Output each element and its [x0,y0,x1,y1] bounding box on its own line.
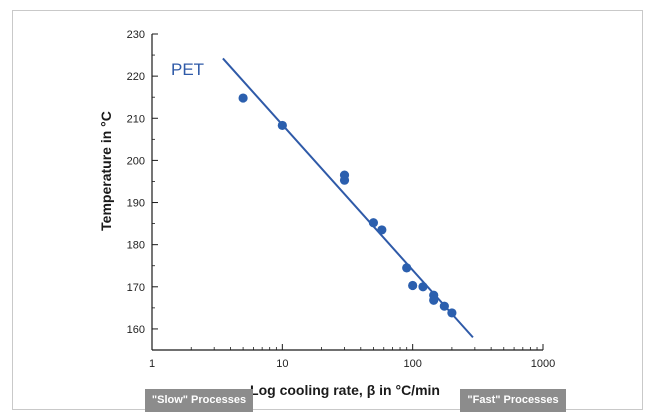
x-tick-label: 1000 [531,358,555,370]
x-axis-title: Log cooling rate, β in °C/min [250,382,440,398]
data-point [429,295,439,305]
tick-labels-layer: 1 10 100 1000 160 170 180 190 200 210 220 230 [127,29,556,370]
data-point [339,175,350,185]
data-point [368,218,379,228]
x-tick-label: 10 [276,358,288,370]
data-point [418,282,428,292]
y-tick-label: 230 [127,29,145,41]
series-label: PET [171,60,204,79]
data-point [277,120,287,131]
y-tick-label: 180 [127,240,145,252]
y-axis-title: Temperature in °C [98,111,114,231]
fast-processes-badge: "Fast" Processes [460,389,566,412]
x-tick-label: 100 [403,358,421,370]
y-tick-label: 210 [127,113,145,125]
trend-line [222,57,474,339]
y-tick-label: 190 [127,198,145,210]
slow-processes-badge: "Slow" Processes [145,389,253,412]
data-point [238,93,248,103]
y-tick-label: 220 [127,71,145,83]
data-point [408,280,418,291]
chart-frame: 1 10 100 1000 160 170 180 190 200 210 220 230 PET L… [12,10,643,412]
x-tick-label: 1 [149,358,155,370]
y-tick-label: 160 [127,324,145,336]
data-point [447,308,457,318]
y-tick-label: 170 [127,282,145,294]
data-point [439,301,449,311]
fit-line-layer [222,57,474,339]
data-points-layer [238,93,457,318]
data-point [377,225,387,235]
axes-layer [151,33,544,351]
temperature-vs-cooling-rate-chart: 1 10 100 1000 160 170 180 190 200 210 220 230 PET L… [98,29,556,398]
y-tick-label: 200 [127,155,145,167]
data-point [402,263,412,273]
